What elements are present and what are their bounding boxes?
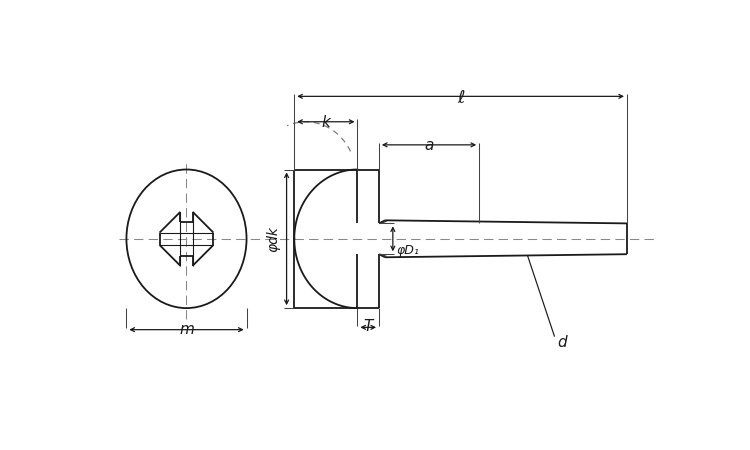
Text: d: d bbox=[557, 335, 567, 350]
Text: T: T bbox=[364, 320, 373, 334]
Text: m: m bbox=[179, 322, 194, 337]
Text: a: a bbox=[424, 138, 433, 153]
Text: φdk: φdk bbox=[266, 226, 280, 252]
Text: k: k bbox=[322, 115, 330, 130]
Text: ℓ: ℓ bbox=[457, 90, 464, 108]
Text: φD₁: φD₁ bbox=[396, 243, 418, 256]
